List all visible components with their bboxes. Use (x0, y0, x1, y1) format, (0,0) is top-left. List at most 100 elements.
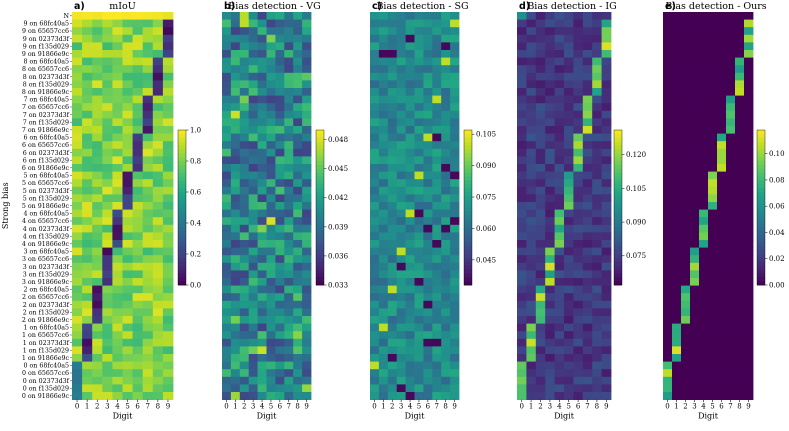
heatmap-cell (302, 57, 312, 66)
heatmap-cell (275, 361, 285, 370)
heatmap-cell (387, 19, 398, 28)
heatmap-cell (302, 338, 312, 347)
heatmap-cell (663, 95, 673, 104)
heatmap-cell (370, 255, 380, 264)
heatmap-cell (672, 19, 682, 28)
heatmap-cell (142, 202, 154, 210)
heatmap-cell (414, 118, 424, 127)
heatmap-cell (708, 72, 718, 81)
y-tick-label: 3 on 02373d3f (23, 264, 70, 271)
heatmap-cell (162, 255, 174, 264)
heatmap-cell (663, 376, 673, 385)
heatmap-cell (222, 72, 232, 81)
heatmap-cell (370, 361, 380, 370)
heatmap-cell (284, 50, 294, 58)
heatmap-cell (102, 171, 113, 180)
heatmap-cell (441, 392, 451, 400)
heatmap-cell (663, 392, 673, 400)
heatmap-cell (554, 179, 565, 188)
heatmap-cell (526, 57, 537, 66)
heatmap-cell (387, 232, 398, 241)
heatmap-cell (526, 262, 537, 271)
heatmap-cell (405, 95, 415, 104)
heatmap-cell (112, 12, 123, 20)
heatmap-cell (432, 126, 442, 134)
heatmap-cell (239, 270, 250, 279)
heatmap-cell (690, 300, 700, 309)
heatmap-cell (554, 95, 565, 104)
heatmap-cell (717, 361, 727, 370)
heatmap-cell (102, 316, 113, 324)
heatmap-cell (152, 369, 164, 378)
heatmap-cell (582, 240, 593, 248)
heatmap-cell (102, 88, 113, 96)
heatmap-cell (432, 300, 442, 309)
heatmap-cell (601, 50, 612, 58)
heatmap-cell (387, 270, 398, 279)
heatmap-cell (663, 270, 673, 279)
heatmap-cell (517, 316, 527, 324)
heatmap-cell (681, 217, 691, 226)
x-tick-label: 4 (408, 403, 413, 411)
heatmap-cell (142, 148, 154, 157)
heatmap-cell (239, 338, 250, 347)
heatmap-cell (726, 300, 736, 309)
heatmap-cell (152, 12, 164, 20)
heatmap-cell (378, 171, 389, 180)
heatmap-cell (432, 95, 442, 104)
heatmap-cell (396, 34, 406, 43)
heatmap-cell (122, 194, 133, 203)
heatmap-cell (405, 255, 415, 264)
heatmap-cell (132, 110, 144, 119)
heatmap-cell (554, 103, 565, 112)
heatmap-cell (681, 323, 691, 332)
heatmap-cell (450, 126, 460, 134)
heatmap-cell (432, 103, 442, 112)
heatmap-cell (152, 88, 164, 96)
heatmap-cell (545, 156, 555, 165)
heatmap-cell (681, 42, 691, 51)
heatmap-cell (387, 323, 398, 332)
heatmap-cell (72, 126, 83, 134)
colorbar-tick-label: 0.6 (190, 188, 202, 196)
heatmap-cell (230, 95, 241, 104)
heatmap-cell (92, 72, 103, 81)
heatmap-cell (102, 278, 113, 286)
heatmap-cell (284, 331, 294, 340)
heatmap-cell (222, 285, 232, 294)
heatmap-cell (744, 88, 754, 96)
heatmap-cell (102, 240, 113, 248)
heatmap-cell (302, 88, 312, 96)
heatmap-cell (526, 300, 537, 309)
heatmap-cell (663, 346, 673, 355)
heatmap-cell (378, 361, 389, 370)
heatmap-cell (257, 240, 267, 248)
heatmap-cell (396, 12, 406, 20)
heatmap-cell (672, 278, 682, 286)
x-tick-label: 1 (674, 403, 678, 411)
heatmap-cell (370, 376, 380, 385)
heatmap-cell (152, 300, 164, 309)
heatmap-cell (517, 338, 527, 347)
heatmap-cell (275, 110, 285, 119)
heatmap-cell (708, 376, 718, 385)
heatmap-cell (573, 164, 584, 172)
heatmap-cell (162, 316, 174, 324)
heatmap-cell (663, 247, 673, 256)
heatmap-cell (387, 88, 398, 96)
heatmap-cell (132, 240, 144, 248)
heatmap-cell (592, 202, 602, 210)
x-tick-label: 3 (692, 403, 696, 411)
heatmap-cell (601, 27, 612, 36)
y-tick-label: 7 on 65657cc6 (22, 104, 69, 111)
colorbar-segment (464, 261, 472, 267)
colorbar-segment (614, 184, 622, 189)
heatmap-cell (142, 80, 154, 89)
heatmap-cell (423, 179, 433, 188)
heatmap-cell (526, 141, 537, 150)
heatmap-cell (690, 118, 700, 127)
heatmap-cell (162, 103, 174, 112)
heatmap-cell (726, 240, 736, 248)
heatmap-cell (573, 369, 584, 378)
heatmap-cell (302, 164, 312, 172)
